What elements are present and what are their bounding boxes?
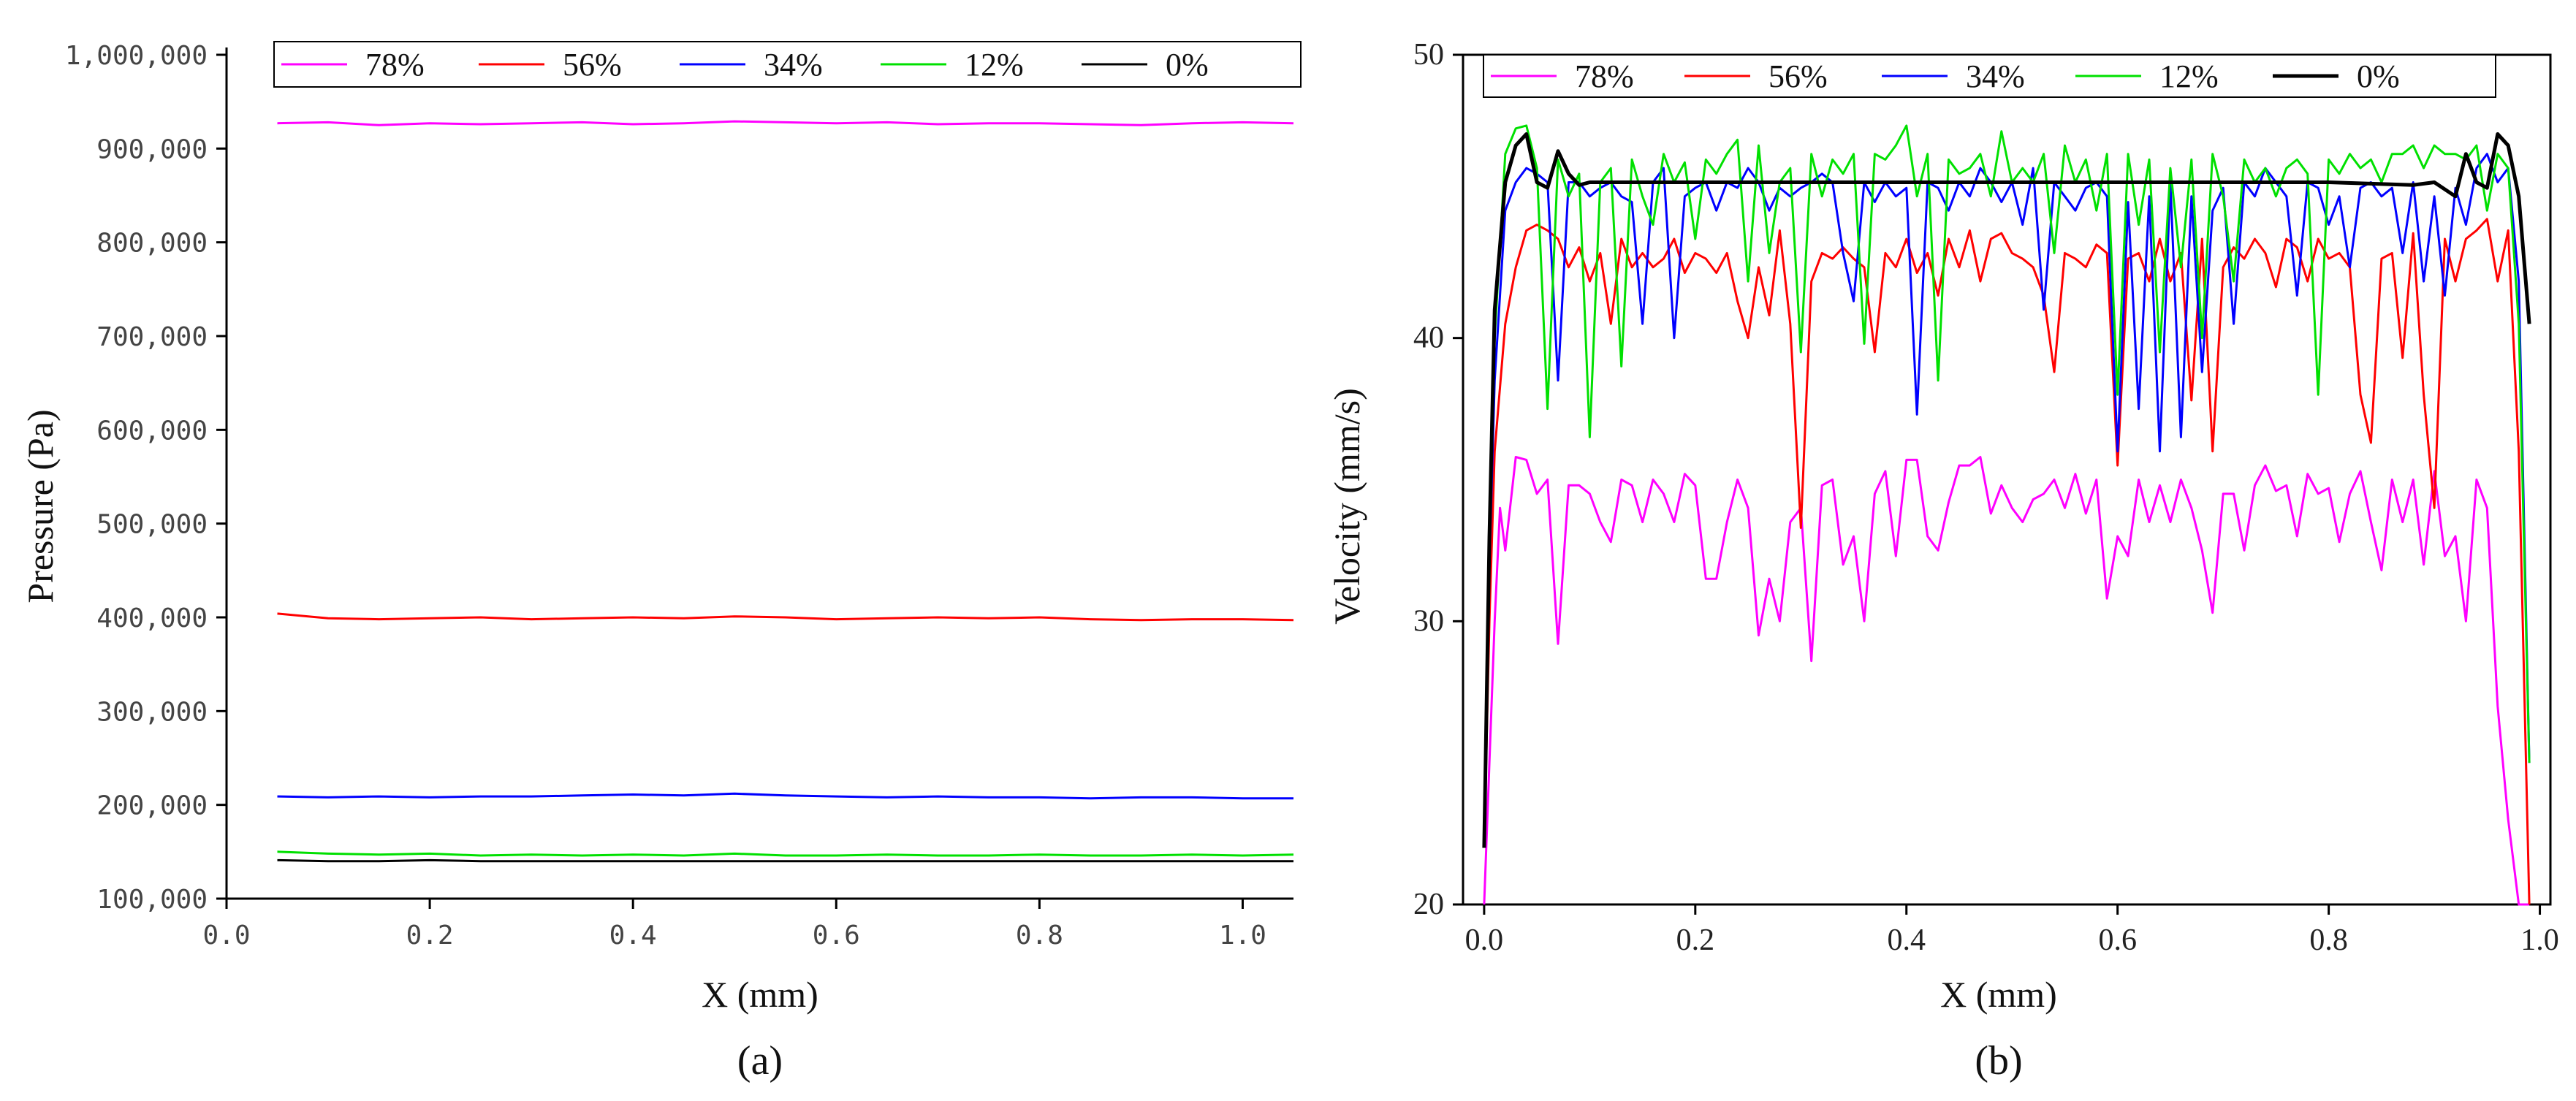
velocity-y-tick-label: 40 — [1413, 321, 1444, 355]
panel-b-caption: (b) — [1975, 1038, 2022, 1083]
pressure-chart-axes — [225, 47, 1293, 900]
velocity-legend-label: 56% — [1768, 58, 1828, 94]
velocity-legend-label: 12% — [2159, 58, 2219, 94]
velocity-series-line-78pct — [1483, 456, 2530, 906]
pressure-chart: 0.0 0.2 0.4 0.6 0.8 1.0 100,000 200,000 300,000 4… — [20, 41, 1302, 1083]
pressure-y-tick-label: 300,000 — [96, 697, 208, 727]
pressure-legend-label: 34% — [764, 47, 823, 83]
pressure-legend-label: 0% — [1166, 47, 1209, 83]
pressure-x-tick-label: 0.4 — [609, 921, 657, 950]
pressure-series-line-56pct — [277, 612, 1294, 622]
pressure-series-line-12pct — [277, 850, 1294, 857]
velocity-chart: 0.0 0.2 0.4 0.6 0.8 1.0 20 30 40 50 Velocity (mm/… — [1326, 38, 2559, 1083]
pressure-x-tick-label: 0.6 — [813, 921, 860, 950]
velocity-x-tick-label: 0.8 — [2309, 923, 2348, 957]
pressure-x-tick-label: 0.0 — [202, 921, 250, 950]
pressure-series-line-0pct — [277, 858, 1293, 863]
velocity-y-tick-label: 30 — [1413, 604, 1444, 638]
pressure-legend-label: 12% — [965, 47, 1024, 83]
velocity-x-axis-title: X (mm) — [1940, 974, 2057, 1015]
pressure-y-tick-label: 900,000 — [96, 134, 208, 164]
pressure-y-tick-label: 700,000 — [96, 322, 208, 352]
pressure-y-axis-title: Pressure (Pa) — [20, 409, 61, 603]
pressure-series-line-78pct — [277, 120, 1294, 126]
pressure-x-tick-label: 0.8 — [1016, 921, 1063, 950]
velocity-series-line-56pct — [1483, 218, 2531, 905]
velocity-series-line-12pct — [1483, 124, 2531, 848]
pressure-chart-series — [277, 120, 1294, 863]
velocity-legend-label: 34% — [1966, 58, 2025, 94]
pressure-x-tick-label: 1.0 — [1219, 921, 1266, 950]
velocity-x-tick-label: 1.0 — [2520, 923, 2559, 957]
pressure-legend-label: 78% — [365, 47, 425, 83]
velocity-legend-label: 0% — [2357, 58, 2400, 94]
velocity-legend-label: 78% — [1575, 58, 1634, 94]
pressure-x-tick-label: 0.2 — [406, 921, 454, 950]
pressure-series-line-34pct — [277, 792, 1293, 800]
velocity-x-tick-label: 0.0 — [1465, 923, 1504, 957]
velocity-series-line-34pct — [1483, 153, 2531, 848]
pressure-y-tick-label: 500,000 — [96, 510, 208, 540]
velocity-x-tick-label: 0.6 — [2098, 923, 2137, 957]
pressure-legend-label: 56% — [563, 47, 622, 83]
pressure-y-tick-label: 100,000 — [96, 885, 208, 915]
velocity-x-tick-label: 0.4 — [1888, 923, 1926, 957]
velocity-chart-series — [1482, 124, 2531, 906]
pressure-y-tick-label: 800,000 — [96, 229, 208, 259]
pressure-y-tick-label: 400,000 — [96, 603, 208, 633]
pressure-y-tick-label: 1,000,000 — [65, 41, 208, 71]
pressure-chart-ticks: 0.0 0.2 0.4 0.6 0.8 1.0 100,000 200,000 300,000 4… — [65, 41, 1266, 950]
pressure-x-axis-title: X (mm) — [702, 974, 818, 1015]
velocity-y-tick-label: 50 — [1413, 38, 1444, 72]
velocity-y-tick-label: 20 — [1413, 888, 1444, 921]
velocity-chart-ticks: 0.0 0.2 0.4 0.6 0.8 1.0 20 30 40 50 — [1413, 38, 2559, 957]
velocity-series-line-0pct — [1482, 132, 2531, 848]
pressure-y-tick-label: 600,000 — [96, 416, 208, 446]
panel-a-caption: (a) — [737, 1038, 783, 1083]
velocity-chart-legend: 78% 56% 34% 12% 0% — [1483, 54, 2496, 98]
velocity-x-tick-label: 0.2 — [1676, 923, 1715, 957]
velocity-y-axis-title: Velocity (mm/s) — [1326, 388, 1367, 625]
pressure-chart-legend: 78% 56% 34% 12% 0% — [273, 41, 1302, 88]
pressure-y-tick-label: 200,000 — [96, 791, 208, 821]
